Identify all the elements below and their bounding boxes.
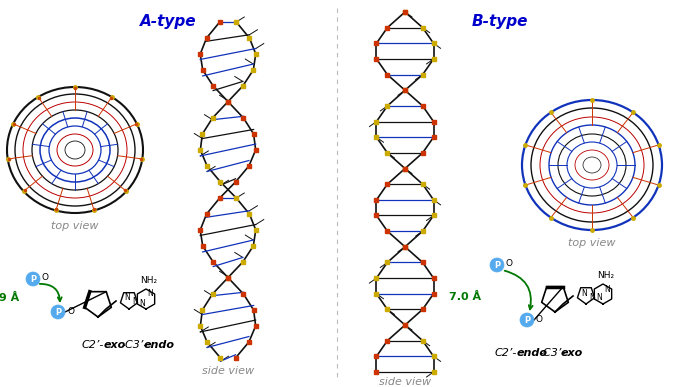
Text: C2’-: C2’- [495, 348, 518, 358]
Text: B-type: B-type [472, 14, 528, 29]
Text: exo: exo [561, 348, 583, 358]
Text: N: N [139, 298, 145, 308]
Text: N: N [124, 293, 130, 303]
Text: P: P [30, 275, 36, 284]
Text: N: N [589, 293, 595, 301]
Text: NH₂: NH₂ [140, 276, 158, 285]
Circle shape [520, 313, 534, 327]
Text: -C3’-: -C3’- [539, 348, 565, 358]
Text: NH₂: NH₂ [597, 271, 615, 280]
Text: N: N [581, 288, 587, 298]
Text: -C3’-: -C3’- [122, 340, 148, 350]
Text: side view: side view [379, 377, 431, 387]
Text: P: P [524, 316, 530, 325]
Text: side view: side view [202, 366, 254, 376]
Text: P: P [494, 261, 500, 270]
FancyArrowPatch shape [40, 284, 62, 301]
Circle shape [26, 272, 40, 286]
Text: top view: top view [51, 221, 99, 231]
Text: O: O [67, 307, 74, 315]
Text: 5.9 Å: 5.9 Å [0, 293, 19, 303]
Circle shape [490, 258, 504, 272]
Text: N: N [132, 298, 138, 307]
Text: N: N [596, 293, 602, 303]
Circle shape [51, 305, 65, 319]
Text: O: O [506, 260, 513, 269]
Text: N: N [604, 284, 610, 293]
Text: N: N [147, 289, 153, 298]
Text: C2’-: C2’- [82, 340, 104, 350]
Text: O: O [536, 315, 543, 324]
Text: 7.0 Å: 7.0 Å [449, 291, 481, 301]
Text: endo: endo [144, 340, 175, 350]
Text: endo: endo [517, 348, 548, 358]
Text: O: O [42, 274, 49, 283]
Text: P: P [55, 308, 61, 317]
Text: top view: top view [568, 238, 616, 248]
Text: exo: exo [104, 340, 126, 350]
Text: A-type: A-type [140, 14, 196, 29]
FancyArrowPatch shape [505, 271, 532, 309]
